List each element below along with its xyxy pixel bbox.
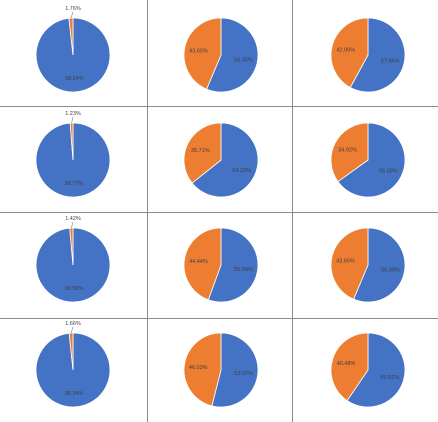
data-label-minor: 40.48% bbox=[337, 361, 356, 367]
pie-slice-minor bbox=[183, 332, 222, 407]
data-label-major: 98.58% bbox=[65, 286, 84, 292]
pie-slice-minor bbox=[183, 17, 222, 90]
pie-slice-major bbox=[207, 227, 259, 303]
label-leader-line bbox=[71, 116, 74, 124]
data-label-major: 55.56% bbox=[234, 267, 253, 273]
data-label-major: 53.97% bbox=[234, 371, 253, 377]
pie-slice-major bbox=[211, 332, 259, 408]
pie-slice-major bbox=[346, 332, 406, 408]
pie-slice-minor bbox=[183, 227, 222, 301]
pie-chart-r1-c3: 57.94% 42.06% bbox=[330, 17, 406, 93]
data-label-major: 98.34% bbox=[65, 391, 84, 397]
pie-chart-r1-c1: 98.24% 1.76% bbox=[35, 6, 111, 93]
data-label-minor: 1.76% bbox=[65, 6, 81, 12]
pie-chart-r1-c2: 56.35% 43.65% bbox=[183, 17, 259, 93]
label-leader-line bbox=[70, 326, 74, 334]
data-label-minor: 43.65% bbox=[189, 48, 208, 54]
data-label-minor: 35.71% bbox=[191, 148, 210, 154]
pie-slice-major bbox=[191, 122, 259, 198]
pie-slice-major bbox=[206, 17, 259, 93]
pie-charts: 98.24% 1.76% 56.35% 43.65% 57.94% 42.06% 98.77… bbox=[35, 6, 406, 408]
data-label-minor: 1.42% bbox=[65, 216, 81, 222]
data-label-major: 65.08% bbox=[379, 168, 398, 174]
data-label-minor: 1.66% bbox=[65, 321, 81, 327]
pie-chart-r4-c2: 53.97% 46.03% bbox=[183, 332, 259, 408]
data-label-major: 98.24% bbox=[65, 76, 84, 82]
data-label-major: 56.35% bbox=[234, 58, 253, 64]
data-label-minor: 44.44% bbox=[189, 259, 208, 265]
pie-chart-r3-c2: 55.56% 44.44% bbox=[183, 227, 259, 303]
data-label-minor: 1.23% bbox=[65, 111, 81, 117]
data-label-minor: 46.03% bbox=[189, 365, 208, 371]
pie-slice-minor bbox=[183, 122, 222, 184]
pie-slice-minor bbox=[330, 332, 369, 402]
pie-chart-r2-c3: 65.08% 34.92% bbox=[330, 122, 406, 198]
pie-slice-major bbox=[337, 122, 406, 198]
pie-slice-minor bbox=[330, 17, 369, 89]
pie-slice-minor bbox=[330, 122, 369, 183]
pie-chart-r2-c1: 98.77% 1.23% bbox=[35, 111, 111, 198]
data-label-major: 56.35% bbox=[381, 268, 400, 274]
data-label-major: 59.52% bbox=[381, 375, 400, 381]
data-label-major: 98.77% bbox=[65, 181, 84, 187]
data-label-minor: 43.65% bbox=[336, 258, 355, 264]
data-label-minor: 34.92% bbox=[338, 148, 357, 154]
pie-chart-r3-c3: 56.35% 43.65% bbox=[330, 227, 406, 303]
pie-slice-major bbox=[353, 227, 406, 303]
label-leader-line bbox=[70, 11, 74, 19]
label-leader-line bbox=[71, 221, 74, 229]
data-label-major: 64.29% bbox=[232, 168, 251, 174]
pie-chart-r3-c1: 98.58% 1.42% bbox=[35, 216, 111, 303]
pie-chart-r2-c2: 64.29% 35.71% bbox=[183, 122, 259, 198]
data-label-minor: 42.06% bbox=[336, 47, 355, 53]
pie-slice-major bbox=[349, 17, 406, 93]
pie-chart-r4-c1: 98.34% 1.66% bbox=[35, 321, 111, 408]
data-label-major: 57.94% bbox=[381, 59, 400, 65]
pie-chart-r4-c3: 59.52% 40.48% bbox=[330, 332, 406, 408]
pie-slice-minor bbox=[330, 227, 369, 300]
